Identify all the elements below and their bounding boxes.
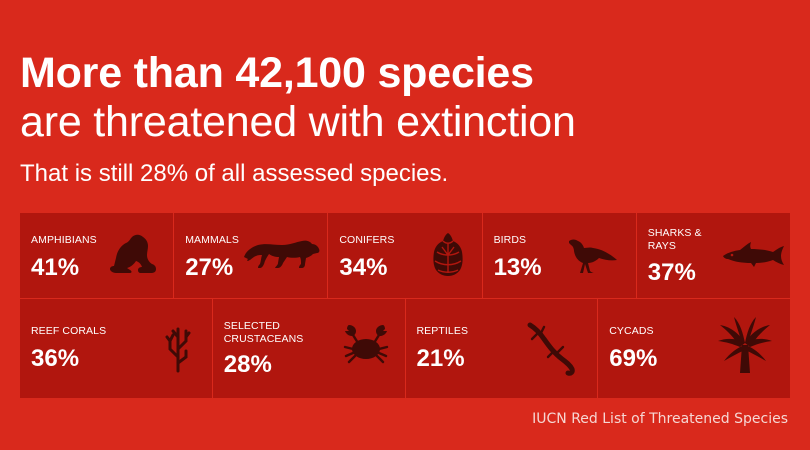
frog-icon <box>108 233 162 277</box>
tile-conifers: CONIFERS 34% <box>328 213 482 298</box>
shark-icon <box>722 241 785 267</box>
tile-mammals: MAMMALS 27% <box>174 213 328 298</box>
species-grid: AMPHIBIANS 41% MAMMALS 27% CONIFERS 34% … <box>20 213 790 398</box>
tile-sharks-rays: SHARKS & RAYS 37% <box>636 213 790 298</box>
tile-amphibians: AMPHIBIANS 41% <box>20 213 174 298</box>
tile-label: SHARKS & RAYS <box>647 227 702 252</box>
tile-cycads: CYCADS 69% <box>598 299 790 398</box>
tile-reef-corals: REEF CORALS 36% <box>20 299 212 398</box>
lizard-icon <box>524 319 576 377</box>
tile-percent: 27% <box>185 254 234 281</box>
tile-percent: 28% <box>223 351 272 378</box>
tile-percent: 41% <box>31 254 80 281</box>
tile-label: CONIFERS <box>339 234 395 246</box>
tile-percent: 21% <box>416 345 465 372</box>
species-row-2: REEF CORALS 36% SELECTED CRUSTACEANS 28%… <box>20 299 790 398</box>
tile-label: AMPHIBIANS <box>31 234 97 246</box>
cycad-palm-icon <box>716 315 774 377</box>
tile-percent: 13% <box>493 254 542 281</box>
tile-label: MAMMALS <box>185 234 239 246</box>
tile-percent: 34% <box>339 254 388 281</box>
tile-percent: 37% <box>647 259 696 286</box>
headline-line1: More than 42,100 species <box>20 49 534 97</box>
tile-label: REEF CORALS <box>31 325 107 337</box>
tile-label: BIRDS <box>493 234 527 246</box>
tiger-icon <box>242 237 322 273</box>
tile-percent: 36% <box>31 345 80 372</box>
tile-reptiles: REPTILES 21% <box>405 299 598 398</box>
tile-selected-crustaceans: SELECTED CRUSTACEANS 28% <box>212 299 405 398</box>
tile-label: CYCADS <box>609 325 654 337</box>
tile-label: REPTILES <box>416 325 469 337</box>
source-credit: IUCN Red List of Threatened Species <box>532 411 788 427</box>
tile-percent: 69% <box>609 345 658 372</box>
tile-label: SELECTED CRUSTACEANS <box>223 320 304 345</box>
bird-icon <box>567 235 619 277</box>
coral-icon <box>165 323 191 373</box>
headline-line2: are threatened with extinction <box>20 98 576 146</box>
crab-icon <box>343 321 389 367</box>
species-row-1: AMPHIBIANS 41% MAMMALS 27% CONIFERS 34% … <box>20 213 790 298</box>
pine-cone-icon <box>432 231 464 277</box>
subtitle: That is still 28% of all assessed specie… <box>20 160 449 187</box>
tile-birds: BIRDS 13% <box>482 213 636 298</box>
headline: More than 42,100 species are threatened … <box>20 52 576 144</box>
